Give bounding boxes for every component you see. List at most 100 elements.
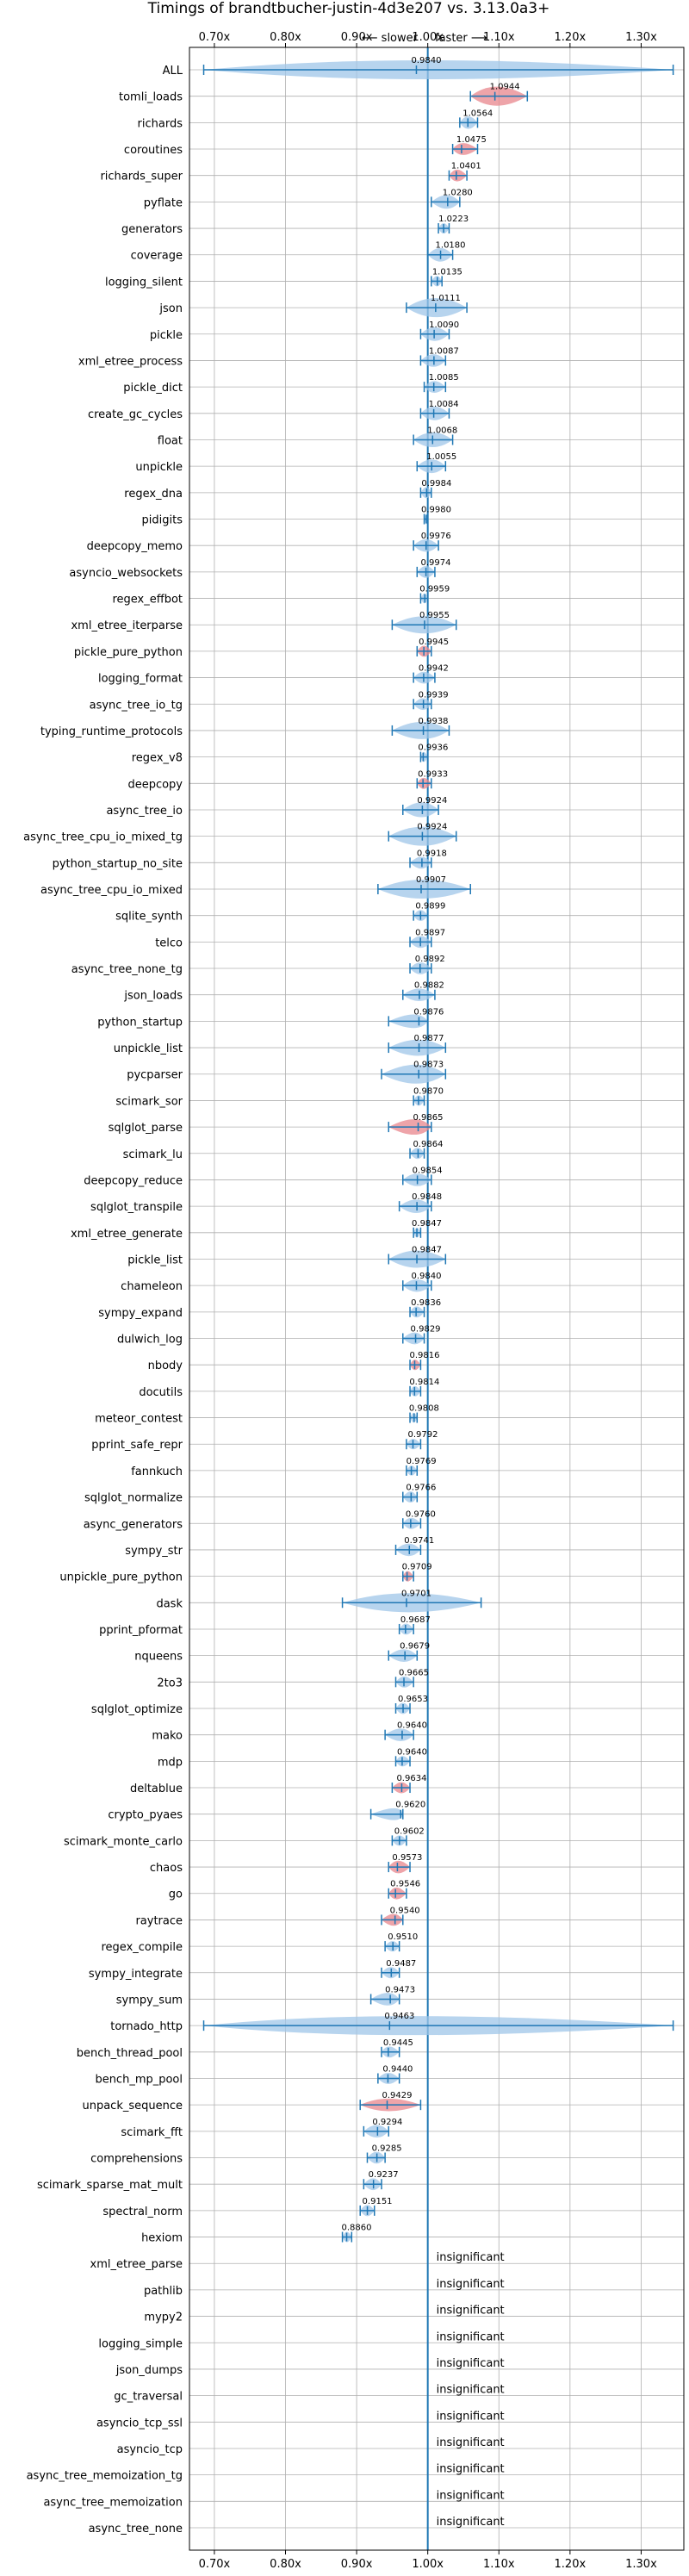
benchmark-row: tomli_loads 1.0944 bbox=[119, 83, 529, 106]
value-label: 0.9440 bbox=[382, 2064, 413, 2074]
benchmark-row: async_generators 0.9760 bbox=[84, 1509, 436, 1531]
value-label: 0.9653 bbox=[398, 1695, 428, 1704]
benchmark-row: deepcopy_reduce 0.9854 bbox=[84, 1166, 442, 1187]
benchmark-row: async_tree_cpu_io_mixed 0.9907 bbox=[40, 875, 471, 899]
benchmark-row: xml_etree_process 1.0087 bbox=[78, 346, 459, 368]
benchmark-row: spectral_norm 0.9151 bbox=[102, 2197, 392, 2218]
benchmark-name: mypy2 bbox=[144, 2312, 183, 2324]
value-label: 0.9792 bbox=[407, 1430, 438, 1440]
benchmark-row: async_tree_io_tg 0.9939 bbox=[90, 690, 449, 712]
benchmark-name: sympy_integrate bbox=[89, 1968, 183, 1981]
value-label: 1.0564 bbox=[462, 109, 493, 118]
value-label: 1.0280 bbox=[443, 188, 473, 197]
benchmark-name: deltablue bbox=[130, 1783, 183, 1795]
value-label: 0.9808 bbox=[409, 1404, 439, 1414]
benchmark-name: json_dumps bbox=[115, 2364, 183, 2377]
benchmark-row: sympy_sum 0.9473 bbox=[116, 1985, 415, 2007]
insignificant-label: insignificant bbox=[437, 2357, 505, 2370]
benchmark-row: scimark_fft 0.9294 bbox=[121, 2118, 402, 2139]
benchmark-row: pidigits 0.9980 bbox=[142, 506, 451, 527]
benchmark-row: logging_format 0.9942 bbox=[98, 664, 449, 686]
insignificant-label: insignificant bbox=[437, 2251, 505, 2264]
value-label: 0.9445 bbox=[383, 2038, 413, 2048]
benchmark-row: mypy2 insignificant bbox=[144, 2305, 504, 2324]
value-label: 1.0085 bbox=[429, 373, 459, 383]
benchmark-row: mdp 0.9640 bbox=[158, 1747, 427, 1769]
value-label: 1.0068 bbox=[427, 426, 457, 435]
benchmark-name: float bbox=[158, 434, 183, 447]
value-label: 0.9873 bbox=[413, 1061, 444, 1070]
benchmark-name: go bbox=[169, 1888, 183, 1901]
x-tick-label-bottom: 0.80x bbox=[270, 2558, 301, 2571]
benchmark-row: sympy_expand 0.9836 bbox=[98, 1298, 441, 1320]
plot-frame bbox=[189, 47, 685, 2551]
value-label: 1.0087 bbox=[429, 346, 459, 356]
benchmark-row: dask 0.9701 bbox=[156, 1589, 482, 1613]
value-label: 0.9955 bbox=[419, 611, 450, 620]
benchmark-row: sqlglot_transpile 0.9848 bbox=[90, 1192, 442, 1214]
benchmark-row: pprint_safe_repr 0.9792 bbox=[91, 1430, 438, 1452]
benchmark-row: xml_etree_parse insignificant bbox=[90, 2251, 505, 2271]
benchmark-row: nqueens 0.9679 bbox=[134, 1642, 430, 1664]
benchmark-row: bench_thread_pool 0.9445 bbox=[77, 2038, 413, 2060]
benchmark-name: xml_etree_generate bbox=[71, 1228, 183, 1241]
value-label: 0.9602 bbox=[394, 1826, 425, 1836]
value-label: 0.8860 bbox=[342, 2224, 372, 2233]
value-label: 0.9877 bbox=[414, 1034, 444, 1043]
benchmark-name: coroutines bbox=[124, 144, 183, 157]
benchmark-row: fannkuch 0.9769 bbox=[131, 1457, 436, 1478]
value-label: 1.0090 bbox=[429, 320, 459, 330]
benchmark-row: xml_etree_iterparse 0.9955 bbox=[71, 611, 457, 634]
benchmark-name: hexiom bbox=[141, 2232, 183, 2245]
benchmark-name: chaos bbox=[150, 1862, 183, 1875]
benchmark-row: json 1.0111 bbox=[158, 294, 468, 318]
value-label: 0.9936 bbox=[418, 744, 448, 753]
value-label: 0.9939 bbox=[419, 690, 449, 700]
benchmark-row: meteor_contest 0.9808 bbox=[95, 1404, 439, 1426]
benchmark-row: telco 0.9897 bbox=[155, 928, 445, 949]
value-label: 1.0944 bbox=[490, 83, 520, 92]
benchmark-row: scimark_monte_carlo 0.9602 bbox=[64, 1826, 425, 1848]
benchmark-name: scimark_sparse_mat_mult bbox=[37, 2179, 183, 2192]
insignificant-label: insignificant bbox=[437, 2278, 505, 2291]
benchmark-name: comprehensions bbox=[90, 2153, 183, 2166]
value-label: 0.9933 bbox=[418, 769, 448, 779]
benchmark-name: sqlglot_parse bbox=[109, 1122, 183, 1135]
benchmark-row: regex_effbot 0.9959 bbox=[112, 585, 450, 607]
benchmark-name: pickle bbox=[150, 329, 183, 342]
benchmark-name: sqlglot_optimize bbox=[91, 1703, 183, 1716]
value-label: 1.0111 bbox=[431, 294, 461, 303]
value-label: 0.9942 bbox=[419, 664, 449, 674]
benchmark-name: regex_v8 bbox=[132, 752, 183, 765]
benchmark-name: async_generators bbox=[84, 1518, 183, 1531]
benchmark-name: json_loads bbox=[123, 990, 183, 1003]
benchmark-name: raytrace bbox=[135, 1914, 183, 1927]
value-label: 1.0135 bbox=[432, 267, 462, 277]
benchmark-row: scimark_sparse_mat_mult 0.9237 bbox=[37, 2170, 399, 2192]
benchmark-name: richards_super bbox=[100, 171, 183, 184]
value-label: 0.9836 bbox=[411, 1298, 441, 1308]
benchmark-row: sympy_str 0.9741 bbox=[125, 1536, 434, 1558]
benchmark-name: async_tree_memoization_tg bbox=[27, 2470, 183, 2483]
benchmark-row: asyncio_tcp_ssl insignificant bbox=[96, 2410, 505, 2430]
slower-direction-label: ⟵ slower bbox=[362, 32, 419, 45]
benchmark-name: unpickle bbox=[135, 461, 183, 474]
faster-direction-label: faster ⟶ bbox=[435, 32, 487, 45]
value-label: 0.9741 bbox=[404, 1536, 434, 1546]
benchmark-row: crypto_pyaes 0.9620 bbox=[108, 1801, 425, 1822]
benchmark-name: async_tree_cpu_io_mixed bbox=[40, 884, 183, 897]
value-label: 0.9847 bbox=[412, 1245, 442, 1254]
benchmark-name: sqlglot_normalize bbox=[84, 1492, 183, 1505]
value-label: 0.9897 bbox=[415, 928, 445, 937]
benchmark-name: async_tree_memoization bbox=[43, 2496, 183, 2509]
benchmark-row: regex_dna 0.9984 bbox=[124, 479, 451, 501]
benchmark-row: docutils 0.9814 bbox=[139, 1378, 439, 1399]
insignificant-label: insignificant bbox=[437, 2410, 505, 2423]
benchmark-row: python_startup_no_site 0.9918 bbox=[53, 849, 447, 870]
benchmark-name: python_startup_no_site bbox=[53, 857, 183, 870]
benchmark-row: pickle_list 0.9847 bbox=[127, 1245, 447, 1268]
benchmark-row: pathlib insignificant bbox=[144, 2278, 505, 2298]
benchmark-row: async_tree_memoization_tg insignificant bbox=[27, 2463, 505, 2483]
benchmark-row: create_gc_cycles 1.0084 bbox=[88, 400, 459, 421]
